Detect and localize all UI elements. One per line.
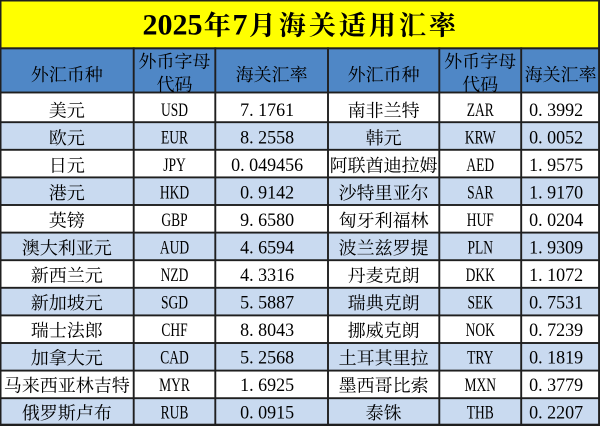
svg-text:1. 1072: 1. 1072 <box>529 264 583 286</box>
svg-text:5. 2568: 5. 2568 <box>240 347 294 369</box>
svg-text:1. 9309: 1. 9309 <box>529 237 583 259</box>
svg-text:RUB: RUB <box>161 401 189 423</box>
svg-text:9. 6580: 9. 6580 <box>240 209 294 231</box>
svg-text:0. 7531: 0. 7531 <box>529 292 583 314</box>
svg-text:0. 7239: 0. 7239 <box>529 319 583 341</box>
svg-text:HUF: HUF <box>467 209 494 231</box>
svg-text:7: 7 <box>233 9 248 42</box>
svg-text:4. 3316: 4. 3316 <box>240 264 294 286</box>
svg-text:USD: USD <box>161 99 188 121</box>
svg-text:SGD: SGD <box>161 291 188 313</box>
svg-text:1. 9170: 1. 9170 <box>529 182 583 204</box>
svg-text:SAR: SAR <box>467 181 494 203</box>
svg-text:NZD: NZD <box>161 264 189 286</box>
svg-text:0. 3779: 0. 3779 <box>529 374 583 396</box>
svg-text:HKD: HKD <box>160 181 189 203</box>
svg-text:NOK: NOK <box>466 319 495 341</box>
svg-text:0. 0204: 0. 0204 <box>529 209 584 231</box>
svg-text:AUD: AUD <box>160 236 189 258</box>
svg-text:0. 0915: 0. 0915 <box>240 402 294 424</box>
svg-text:0. 2207: 0. 2207 <box>529 402 583 424</box>
svg-text:MXN: MXN <box>464 374 495 396</box>
svg-text:2025: 2025 <box>143 9 203 42</box>
svg-text:5. 5887: 5. 5887 <box>240 292 294 314</box>
svg-text:ZAR: ZAR <box>467 99 495 121</box>
svg-text:0. 3992: 0. 3992 <box>529 99 583 121</box>
svg-text:0. 0052: 0. 0052 <box>529 127 583 149</box>
svg-text:SEK: SEK <box>467 291 492 313</box>
svg-text:8. 8043: 8. 8043 <box>240 319 294 341</box>
svg-text:CAD: CAD <box>160 346 188 368</box>
svg-text:7. 1761: 7. 1761 <box>240 99 294 121</box>
svg-text:DKK: DKK <box>466 264 495 286</box>
svg-text:GBP: GBP <box>161 209 187 231</box>
svg-text:MYR: MYR <box>159 374 190 396</box>
svg-text:CHF: CHF <box>161 319 187 341</box>
svg-text:8. 2558: 8. 2558 <box>240 127 294 149</box>
svg-text:KRW: KRW <box>465 126 496 148</box>
svg-text:0. 049456: 0. 049456 <box>231 154 303 176</box>
svg-text:TRY: TRY <box>467 346 493 368</box>
svg-text:JPY: JPY <box>163 154 185 176</box>
svg-text:1. 9575: 1. 9575 <box>529 154 583 176</box>
svg-text:EUR: EUR <box>161 126 189 148</box>
svg-text:0. 9142: 0. 9142 <box>240 182 294 204</box>
svg-text:0. 1819: 0. 1819 <box>529 347 583 369</box>
svg-text:4. 6594: 4. 6594 <box>240 237 295 259</box>
svg-text:THB: THB <box>467 401 494 423</box>
svg-text:AED: AED <box>466 154 494 176</box>
svg-text:1. 6925: 1. 6925 <box>240 374 294 396</box>
svg-text:PLN: PLN <box>467 236 492 258</box>
